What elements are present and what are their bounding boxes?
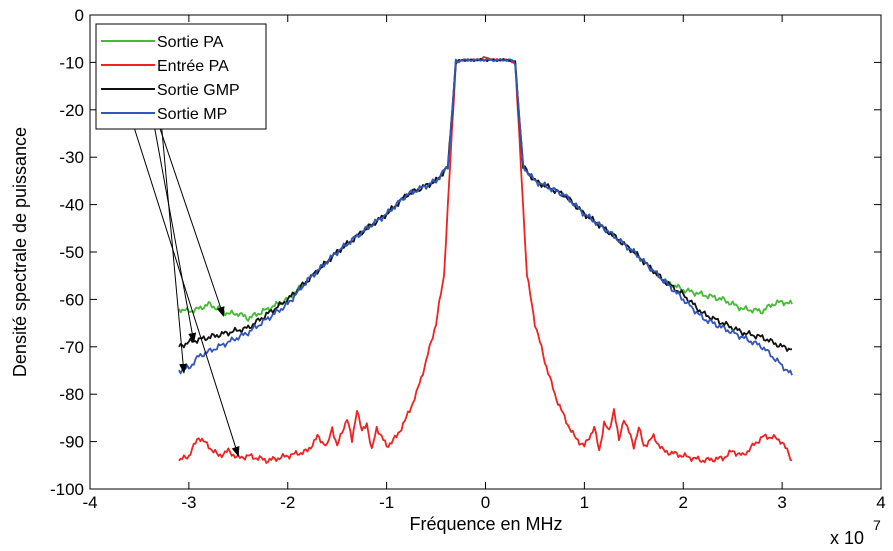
x-tick-label: -3 [181, 493, 196, 512]
annotation-arrow [158, 100, 188, 374]
x-tick-label: 0 [481, 493, 490, 512]
series-line-1 [178, 56, 793, 464]
y-tick-label: -90 [59, 433, 84, 452]
x-tick-label: -2 [280, 493, 295, 512]
x-axis-ticks: -4 -3 -2 -1 0 1 2 3 4 [82, 15, 886, 512]
y-tick-label: -20 [59, 101, 84, 120]
y-tick-label: -30 [59, 148, 84, 167]
series-lines [178, 56, 793, 464]
x-tick-label: -1 [379, 493, 394, 512]
y-tick-label: -40 [59, 196, 84, 215]
legend-label: Sortie GMP [157, 82, 240, 99]
legend-label: Sortie PA [157, 34, 224, 51]
x-axis-label: Fréquence en MHz [409, 514, 562, 534]
annotation-arrow [134, 128, 240, 457]
y-tick-label: -70 [59, 338, 84, 357]
y-tick-label: -10 [59, 53, 84, 72]
y-axis-label: Densité spectrale de puissance [10, 127, 30, 377]
x-multiplier-label: x 10 [830, 528, 864, 548]
x-tick-label: 3 [777, 493, 786, 512]
x-tick-label: 4 [876, 493, 885, 512]
y-tick-label: -60 [59, 290, 84, 309]
series-line-3 [178, 58, 793, 376]
legend-label: Sortie MP [157, 106, 227, 123]
y-axis-ticks: 0 -10 -20 -30 -40 -50 -60 -70 -80 -90 -100 [50, 6, 881, 499]
x-tick-label: 1 [580, 493, 589, 512]
x-multiplier-exponent: 7 [873, 517, 881, 533]
y-tick-label: -100 [50, 480, 84, 499]
legend-label: Entrée PA [157, 58, 229, 75]
y-tick-label: 0 [75, 6, 84, 25]
legend: Sortie PA Entrée PA Sortie GMP Sortie MP [95, 23, 267, 130]
x-tick-label: 2 [679, 493, 688, 512]
y-tick-label: -50 [59, 243, 84, 262]
y-tick-label: -80 [59, 385, 84, 404]
x-tick-label: -4 [82, 493, 97, 512]
